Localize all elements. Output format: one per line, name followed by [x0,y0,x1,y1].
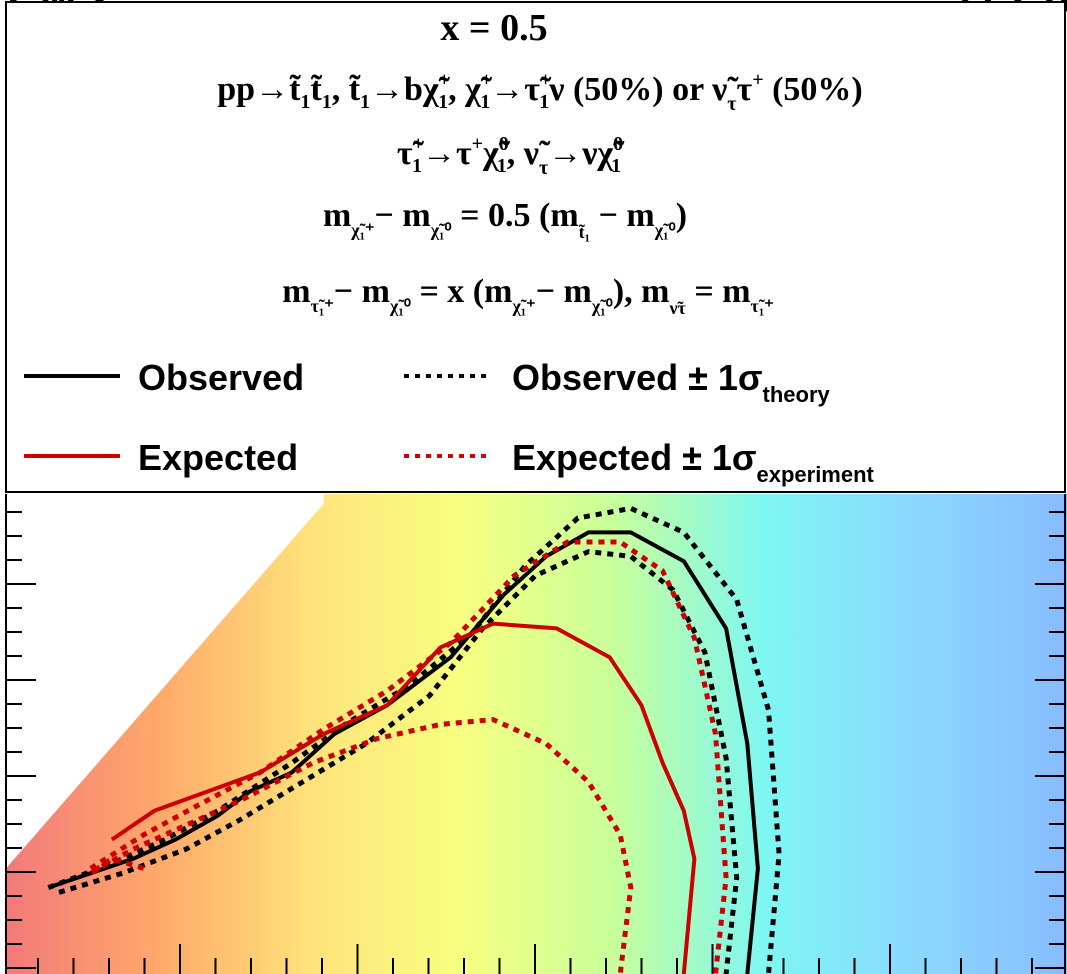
svg-text:pp→t̃1t̃1, t̃1→bχ̃+1, χ̃: pp→t̃1t̃1, t̃1→bχ̃+ 1, χ̃+ 1→τ̃+ 1ν (50%) o… [217,69,863,115]
curve-observed [47,530,760,974]
kinematically-forbidden-region [6,494,324,869]
process-line-2: τ̃+ 1→τ+χ̃0 1, ν̃τ→νχ̃0 1 [397,133,625,179]
curve-expected [110,621,697,974]
legend-label-expected: Expected [138,437,298,478]
svg-text:mχ̃₁⁺− mχ̃₁⁰ = 0.5 (mt̃₁ − mχ̃: mχ̃₁⁺− mχ̃₁⁰ = 0.5 (mt̃₁ − mχ̃₁⁰) [323,197,687,242]
process-line-1: pp→t̃1t̃1, t̃1→bχ̃+ 1, χ̃+ 1→τ̃+ 1ν (50%) o… [217,69,863,115]
legend-label-observed-theory: Observed ± 1σtheory [512,357,831,407]
legend-label-expected-experiment: Expected ± 1σexperiment [512,437,875,487]
process-line-4: mτ̃₁⁺− mχ̃₁⁰ = x (mχ̃₁⁺− mχ̃₁⁰), mν̃τ = … [282,273,773,318]
curve-observed-1-theory-lower- [58,549,740,974]
legend-label-observed: Observed [138,357,304,398]
curve-expected-1-experiment-upper- [89,539,729,974]
curve-expected-1-experiment-lower- [88,717,634,974]
plot-area [6,494,1067,974]
legend-box [5,1,1066,493]
axis-ticks [6,511,1065,974]
svg-text:τ̃+1→τ+χ̃01, ν̃τ→νχ̃01: τ̃+ 1→τ+χ̃0 1, ν̃τ→νχ̃0 1 [397,133,625,179]
x-value-title: x = 0.5 [440,7,547,49]
legend-entries: Observed Observed ± 1σtheory Expected Ex… [24,357,875,487]
process-line-3: mχ̃₁⁺− mχ̃₁⁰ = 0.5 (mt̃₁ − mχ̃₁⁰) [323,197,687,242]
svg-text:mτ̃₁⁺− mχ̃₁⁰ = x (mχ̃₁⁺− mχ̃₁⁰: mτ̃₁⁺− mχ̃₁⁰ = x (mχ̃₁⁺− mχ̃₁⁰), mν̃τ = … [282,273,773,318]
